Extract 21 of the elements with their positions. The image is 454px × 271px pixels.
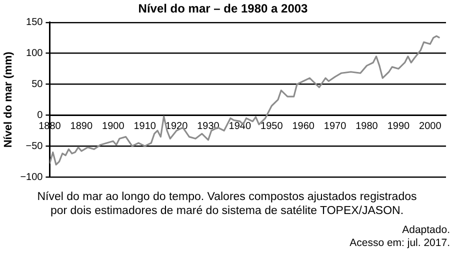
y-tick-label: 150 xyxy=(26,17,44,28)
chart-title: Nível do mar – de 1980 a 2003 xyxy=(138,2,308,16)
x-tick-label: 1900 xyxy=(102,120,125,132)
x-tick-label: 1910 xyxy=(134,120,156,132)
x-tick-label: 1980 xyxy=(356,120,378,132)
y-tick-label: 50 xyxy=(32,78,44,90)
x-tick-label: 1960 xyxy=(292,120,315,132)
x-tick-label: 1930 xyxy=(197,120,220,132)
text: Adaptado. xyxy=(401,224,450,237)
y-tick-label: −50 xyxy=(26,140,44,152)
x-tick-label: 2000 xyxy=(419,120,442,132)
x-tick-label: 1950 xyxy=(260,120,284,132)
x-tick-label: 1970 xyxy=(324,120,347,132)
x-tick-label: 1890 xyxy=(70,120,93,132)
y-tick-label: 0 xyxy=(37,110,44,121)
y-axis-title: Nível do mar (mm) xyxy=(2,51,15,148)
y-tick-label: −100 xyxy=(20,172,44,183)
x-tick-label: 1990 xyxy=(387,120,410,132)
text: Acesso em: jul. 2017. xyxy=(348,237,450,250)
text: Nível do mar ao longo do tempo. Valores compostos ajustados registrados por dois estimadores de maré do sistema de satélite TOPEX/JASON. xyxy=(36,190,418,218)
y-tick-label: 100 xyxy=(26,48,44,60)
